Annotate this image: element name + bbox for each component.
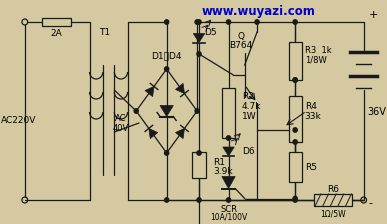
Circle shape xyxy=(293,128,297,132)
Text: Q: Q xyxy=(237,32,245,41)
Circle shape xyxy=(293,20,297,24)
Circle shape xyxy=(293,78,297,82)
Bar xyxy=(314,194,352,206)
Polygon shape xyxy=(149,128,158,139)
Circle shape xyxy=(293,198,297,202)
Bar xyxy=(288,152,302,182)
Circle shape xyxy=(134,109,138,113)
Text: 1W: 1W xyxy=(242,112,257,121)
Bar xyxy=(288,96,302,142)
Text: R2: R2 xyxy=(242,91,254,101)
Text: B764: B764 xyxy=(229,41,253,50)
Circle shape xyxy=(195,109,199,113)
Text: 36V: 36V xyxy=(368,107,387,117)
Text: 4.7k: 4.7k xyxy=(242,101,261,110)
Text: R6: R6 xyxy=(327,185,339,194)
Circle shape xyxy=(293,78,297,82)
Circle shape xyxy=(197,198,201,202)
Polygon shape xyxy=(223,147,234,156)
Polygon shape xyxy=(160,106,173,116)
Text: T1: T1 xyxy=(99,28,110,37)
Circle shape xyxy=(226,136,231,140)
Bar xyxy=(42,18,70,26)
Text: -: - xyxy=(368,198,372,208)
Bar xyxy=(222,88,235,138)
Text: R1: R1 xyxy=(213,157,225,166)
Text: AC220V: AC220V xyxy=(2,116,37,125)
Text: 3.9k: 3.9k xyxy=(213,166,233,175)
Circle shape xyxy=(293,196,297,201)
Polygon shape xyxy=(175,83,185,94)
Circle shape xyxy=(164,20,169,24)
Bar xyxy=(288,42,302,80)
Circle shape xyxy=(195,20,199,24)
Text: +: + xyxy=(368,10,378,20)
Circle shape xyxy=(293,140,297,144)
Polygon shape xyxy=(175,128,185,139)
Polygon shape xyxy=(194,34,205,43)
Circle shape xyxy=(226,20,231,24)
Circle shape xyxy=(255,20,259,24)
Text: 1Ω/5W: 1Ω/5W xyxy=(320,209,346,218)
Text: 40V: 40V xyxy=(113,123,129,133)
Polygon shape xyxy=(145,86,154,97)
Circle shape xyxy=(197,20,201,24)
Circle shape xyxy=(164,67,169,71)
Text: 2A: 2A xyxy=(50,28,62,37)
Circle shape xyxy=(164,198,169,202)
Text: D5: D5 xyxy=(204,28,217,37)
Text: SCR: SCR xyxy=(220,205,237,213)
Text: D1～D4: D1～D4 xyxy=(151,52,182,60)
Text: www.wuyazi.com: www.wuyazi.com xyxy=(202,4,316,17)
Text: AC: AC xyxy=(115,114,127,123)
Text: 1/8W: 1/8W xyxy=(305,56,326,65)
Bar xyxy=(192,152,205,178)
Circle shape xyxy=(197,52,201,56)
Circle shape xyxy=(197,151,201,155)
Polygon shape xyxy=(222,177,235,189)
Text: R4: R4 xyxy=(305,101,317,110)
Circle shape xyxy=(226,198,231,202)
Circle shape xyxy=(164,151,169,155)
Text: R5: R5 xyxy=(305,162,317,172)
Text: D6: D6 xyxy=(242,147,255,156)
Text: R3  1k: R3 1k xyxy=(305,45,331,54)
Text: 33k: 33k xyxy=(305,112,322,121)
Text: 10A/100V: 10A/100V xyxy=(210,213,247,222)
